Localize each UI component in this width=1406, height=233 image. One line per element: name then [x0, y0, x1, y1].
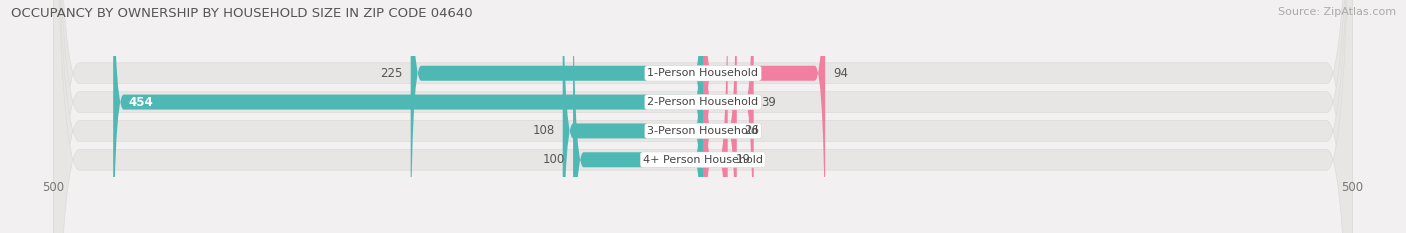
FancyBboxPatch shape: [703, 0, 737, 233]
Text: 4+ Person Household: 4+ Person Household: [643, 155, 763, 165]
FancyBboxPatch shape: [703, 0, 754, 233]
Text: 94: 94: [832, 67, 848, 80]
FancyBboxPatch shape: [114, 0, 703, 233]
Text: 39: 39: [762, 96, 776, 109]
Text: 454: 454: [129, 96, 153, 109]
Text: 108: 108: [533, 124, 555, 137]
Text: Source: ZipAtlas.com: Source: ZipAtlas.com: [1278, 7, 1396, 17]
Text: 100: 100: [543, 153, 565, 166]
FancyBboxPatch shape: [53, 0, 1353, 233]
FancyBboxPatch shape: [53, 0, 1353, 233]
Text: 225: 225: [381, 67, 404, 80]
FancyBboxPatch shape: [574, 0, 703, 233]
Text: 19: 19: [735, 153, 751, 166]
Text: 26: 26: [745, 124, 759, 137]
FancyBboxPatch shape: [411, 0, 703, 233]
Text: 3-Person Household: 3-Person Household: [648, 126, 758, 136]
FancyBboxPatch shape: [53, 0, 1353, 233]
FancyBboxPatch shape: [53, 0, 1353, 233]
FancyBboxPatch shape: [703, 0, 825, 233]
Text: 1-Person Household: 1-Person Household: [648, 68, 758, 78]
FancyBboxPatch shape: [703, 0, 728, 233]
FancyBboxPatch shape: [562, 0, 703, 233]
Text: 2-Person Household: 2-Person Household: [647, 97, 759, 107]
Text: OCCUPANCY BY OWNERSHIP BY HOUSEHOLD SIZE IN ZIP CODE 04640: OCCUPANCY BY OWNERSHIP BY HOUSEHOLD SIZE…: [11, 7, 472, 20]
